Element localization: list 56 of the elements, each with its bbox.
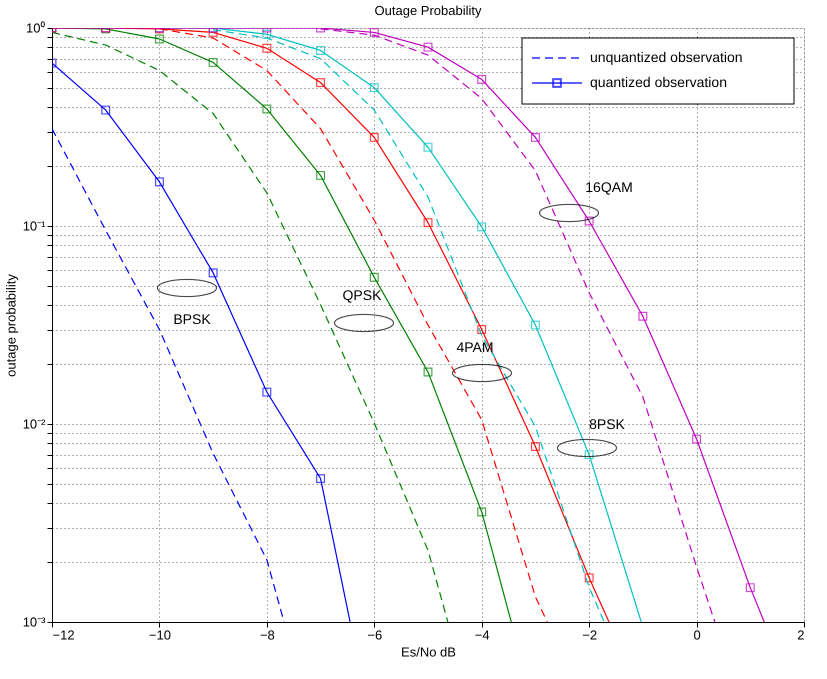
point [477, 507, 486, 516]
point [262, 388, 272, 397]
legend-label: unquantized observation [590, 49, 743, 65]
point [262, 44, 272, 53]
point [101, 106, 110, 115]
point [638, 312, 648, 321]
line-series [52, 128, 285, 622]
point [154, 34, 164, 44]
point [477, 74, 486, 84]
point [370, 132, 379, 142]
annotation: QPSK [342, 287, 382, 303]
point [424, 368, 432, 377]
y-tick-label: 10⁻² [22, 416, 46, 432]
point [154, 177, 164, 186]
y-axis-title: outage probability [4, 274, 19, 377]
point [424, 142, 432, 152]
point [477, 325, 486, 334]
point [316, 474, 326, 484]
point [208, 268, 218, 278]
chart-title: Outage Probability [374, 3, 482, 18]
point [316, 46, 326, 55]
point [692, 434, 702, 444]
point [316, 170, 326, 180]
point [316, 78, 326, 88]
y-tick-label: 10⁰ [26, 20, 46, 36]
point [746, 583, 755, 592]
point [584, 573, 594, 582]
point [477, 222, 486, 232]
x-tick-label: −6 [367, 628, 382, 642]
x-tick-label: −10 [148, 628, 171, 642]
point [370, 272, 379, 282]
point [584, 216, 594, 226]
annotation: 8PSK [589, 416, 626, 432]
point [370, 28, 379, 37]
point [424, 218, 432, 228]
point [262, 30, 272, 39]
point [370, 83, 379, 92]
point [262, 104, 272, 114]
x-tick-label: −4 [474, 628, 490, 642]
x-tick-label: −12 [52, 628, 75, 642]
point [530, 442, 540, 451]
y-tick-label: 10⁻¹ [22, 218, 46, 234]
x-tick-label: 0 [693, 628, 701, 642]
point [424, 42, 432, 52]
x-tick-label: 2 [797, 628, 804, 642]
x-tick-label: −2 [582, 628, 598, 642]
point [530, 320, 540, 330]
y-tick-label: 10⁻³ [22, 614, 46, 630]
x-tick-label: −8 [260, 628, 275, 642]
point [584, 450, 594, 460]
annotation: 16QAM [585, 179, 633, 195]
point [208, 58, 218, 67]
legend-label: quantized observation [590, 74, 727, 90]
annotation: BPSK [173, 311, 212, 327]
x-axis-title: Es/No dB [401, 644, 456, 660]
point [530, 132, 540, 142]
